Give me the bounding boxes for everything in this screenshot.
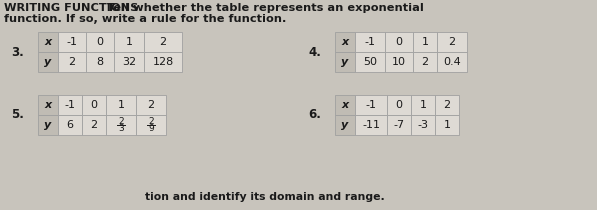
Text: WRITING FUNCTIONS: WRITING FUNCTIONS	[4, 3, 139, 13]
Bar	[86, 32, 114, 52]
Text: y: y	[44, 120, 51, 130]
Bar	[58, 115, 82, 135]
Bar	[38, 32, 58, 52]
Bar	[335, 95, 355, 115]
Text: 50: 50	[363, 57, 377, 67]
Bar	[387, 95, 411, 115]
Text: x: x	[44, 37, 51, 47]
Text: -1: -1	[365, 100, 377, 110]
Bar	[335, 115, 355, 135]
Text: 2: 2	[421, 57, 429, 67]
Bar	[144, 32, 182, 52]
Text: y: y	[341, 57, 349, 67]
Text: 1: 1	[421, 37, 429, 47]
Text: Tell whether the table represents an exponential: Tell whether the table represents an exp…	[107, 3, 424, 13]
Text: y: y	[341, 120, 349, 130]
Bar	[58, 95, 82, 115]
Bar	[335, 32, 355, 52]
Bar	[385, 32, 413, 52]
Bar	[435, 95, 459, 115]
Bar	[355, 115, 387, 135]
Bar	[355, 95, 387, 115]
Bar	[411, 115, 435, 135]
Bar	[437, 52, 467, 72]
Text: 2: 2	[69, 57, 76, 67]
Text: -1: -1	[66, 37, 78, 47]
Text: 4.: 4.	[308, 46, 321, 59]
Text: 0: 0	[395, 37, 402, 47]
Bar	[387, 115, 411, 135]
Text: 2: 2	[90, 120, 97, 130]
Text: -3: -3	[417, 120, 429, 130]
Bar	[413, 52, 437, 72]
Text: 2: 2	[444, 100, 451, 110]
Text: 2: 2	[148, 117, 154, 126]
Text: 5.: 5.	[11, 109, 24, 122]
Text: 6.: 6.	[308, 109, 321, 122]
Text: x: x	[44, 100, 51, 110]
Text: 2: 2	[448, 37, 456, 47]
Bar	[82, 95, 106, 115]
Text: 2: 2	[159, 37, 167, 47]
Bar	[38, 115, 58, 135]
Bar	[114, 52, 144, 72]
Text: 2: 2	[118, 117, 124, 126]
Text: 8: 8	[97, 57, 103, 67]
Bar	[86, 52, 114, 72]
Bar	[435, 115, 459, 135]
Bar	[106, 95, 136, 115]
Text: 3: 3	[118, 124, 124, 133]
Bar	[106, 115, 136, 135]
Text: 1: 1	[420, 100, 426, 110]
Bar	[38, 52, 58, 72]
Text: tion and identify its domain and range.: tion and identify its domain and range.	[145, 192, 384, 202]
Bar	[38, 95, 58, 115]
Bar	[136, 95, 166, 115]
Bar	[335, 52, 355, 72]
Text: y: y	[44, 57, 51, 67]
Bar	[437, 32, 467, 52]
Text: -1: -1	[365, 37, 376, 47]
Text: x: x	[341, 37, 349, 47]
Text: 0: 0	[91, 100, 97, 110]
Text: 0: 0	[395, 100, 402, 110]
Bar	[136, 115, 166, 135]
Text: 10: 10	[392, 57, 406, 67]
Bar	[355, 32, 385, 52]
Bar	[413, 32, 437, 52]
Bar	[82, 115, 106, 135]
Bar	[355, 52, 385, 72]
Text: 0.4: 0.4	[443, 57, 461, 67]
Bar	[58, 32, 86, 52]
Bar	[58, 52, 86, 72]
Text: 9: 9	[148, 124, 154, 133]
Text: 1: 1	[444, 120, 451, 130]
Text: 2: 2	[147, 100, 155, 110]
Text: 1: 1	[118, 100, 125, 110]
Text: 32: 32	[122, 57, 136, 67]
Text: -11: -11	[362, 120, 380, 130]
Text: function. If so, write a rule for the function.: function. If so, write a rule for the fu…	[4, 14, 287, 24]
Text: x: x	[341, 100, 349, 110]
Bar	[411, 95, 435, 115]
Bar	[385, 52, 413, 72]
Text: 6: 6	[66, 120, 73, 130]
Text: 0: 0	[97, 37, 103, 47]
Text: 1: 1	[125, 37, 133, 47]
Text: -1: -1	[64, 100, 75, 110]
Text: -7: -7	[393, 120, 405, 130]
Bar	[114, 32, 144, 52]
Text: 128: 128	[152, 57, 174, 67]
Bar	[144, 52, 182, 72]
Text: 3.: 3.	[11, 46, 24, 59]
